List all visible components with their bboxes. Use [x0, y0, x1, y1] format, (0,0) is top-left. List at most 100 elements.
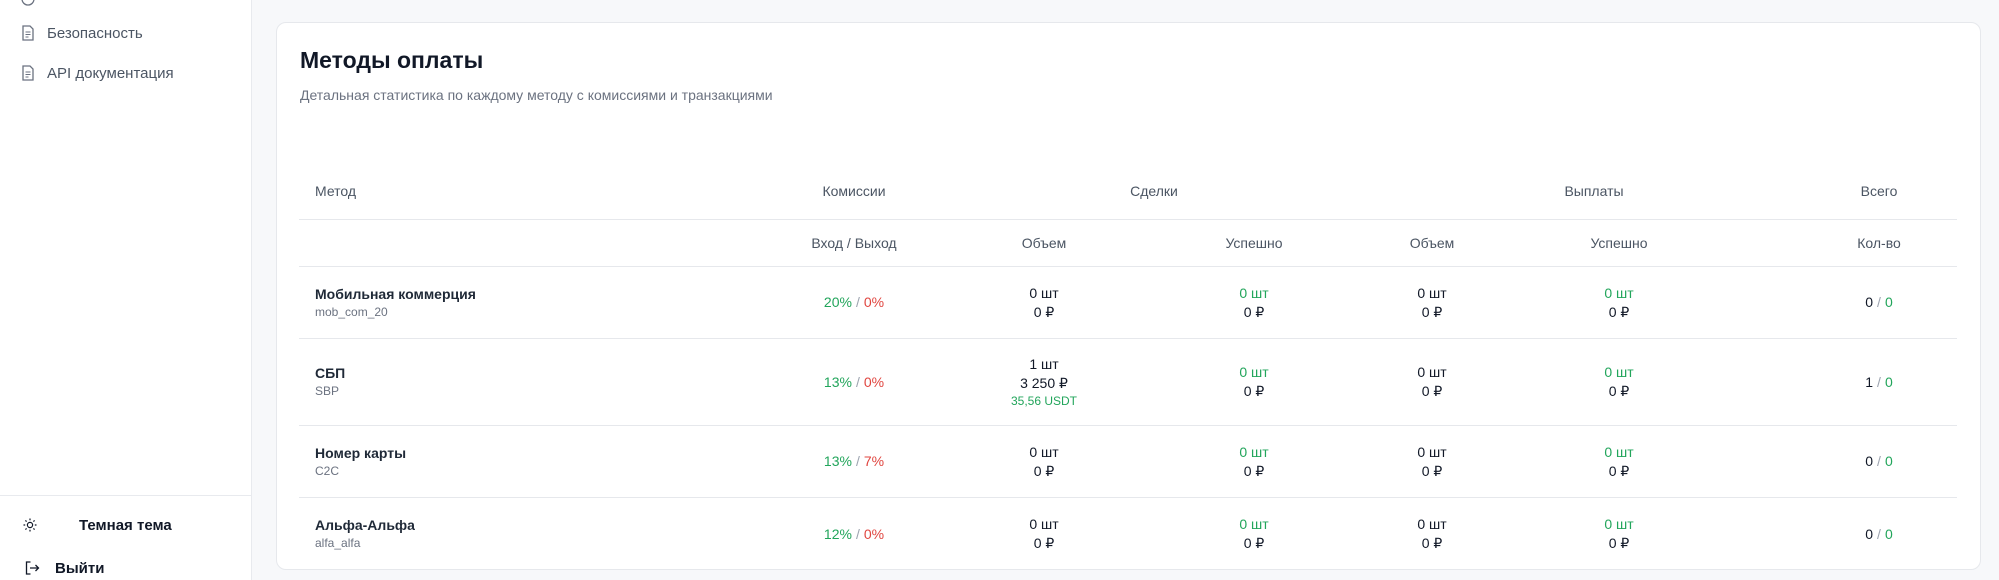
deals-amount: 0 ₽ — [1033, 303, 1055, 320]
total-cell: 0/0 — [1829, 498, 1929, 570]
sidebar-item-api-docs[interactable]: API документация — [20, 60, 174, 86]
fee-separator: / — [855, 373, 860, 390]
deals-success-count: 0 шт — [1239, 284, 1269, 301]
subheader-deals-volume: Объем — [1021, 235, 1067, 251]
payouts-success-amount: 0 ₽ — [1608, 303, 1630, 320]
fees-cell: 12%/0% — [789, 498, 919, 570]
payouts-success-amount: 0 ₽ — [1608, 383, 1630, 399]
deals-success-cell: 0 шт 0 ₽ — [1184, 339, 1324, 425]
deals-success-amount: 0 ₽ — [1243, 383, 1265, 399]
subheader-in-out: Вход / Выход — [811, 235, 897, 251]
deals-success-count: 0 шт — [1239, 516, 1269, 532]
payouts-success-count: 0 шт — [1604, 516, 1634, 532]
method-code: mob_com_20 — [315, 304, 388, 319]
logout-icon — [24, 560, 40, 576]
method-code: SBP — [315, 384, 340, 398]
deals-success-cell: 0 шт 0 ₽ — [1184, 267, 1324, 338]
payouts-success-amount: 0 ₽ — [1608, 462, 1630, 479]
table-header-groups: Метод Комиссии Сделки Выплаты Всего — [299, 163, 1957, 220]
table-row: Мобильная коммерция mob_com_20 20%/0% 0 … — [299, 267, 1957, 339]
method-code: alfa_alfa — [315, 536, 361, 550]
deals-volume-cell: 0 шт 0 ₽ — [974, 498, 1114, 570]
method-code: C2C — [315, 463, 340, 478]
payouts-amount: 0 ₽ — [1421, 462, 1443, 479]
sidebar-item-security[interactable]: Безопасность — [20, 20, 143, 46]
subheader-count: Кол-во — [1857, 235, 1901, 251]
total-a: 1 — [1865, 373, 1874, 390]
deals-success-amount: 0 ₽ — [1243, 535, 1265, 551]
fee-out: 0% — [863, 294, 885, 310]
header-payouts: Выплаты — [1564, 183, 1624, 199]
sidebar-item-label: API документация — [47, 64, 174, 82]
fee-separator: / — [855, 453, 860, 469]
fee-in: 13% — [823, 453, 852, 469]
sidebar-item-partial[interactable] — [20, 0, 47, 12]
deals-volume-cell: 1 шт 3 250 ₽ 35,56 USDT — [974, 339, 1114, 425]
payment-methods-table: Метод Комиссии Сделки Выплаты Всего Вход… — [299, 163, 1957, 570]
method-name: СБП — [315, 365, 346, 381]
deals-success-count: 0 шт — [1239, 364, 1269, 380]
table-subheader: Вход / Выход Объем Успешно Объем Успешно… — [299, 220, 1957, 267]
deals-count: 0 шт — [1029, 443, 1059, 460]
deals-amount: 0 ₽ — [1033, 535, 1055, 551]
fee-in: 13% — [823, 373, 852, 390]
payouts-count: 0 шт — [1417, 364, 1447, 380]
deals-success-count: 0 шт — [1239, 443, 1269, 460]
payouts-success-cell: 0 шт 0 ₽ — [1549, 339, 1689, 425]
deals-count: 1 шт — [1029, 356, 1059, 372]
logout-label: Выйти — [55, 559, 105, 577]
deals-success-cell: 0 шт 0 ₽ — [1184, 498, 1324, 570]
payouts-volume-cell: 0 шт 0 ₽ — [1362, 339, 1502, 425]
payouts-count: 0 шт — [1417, 516, 1447, 532]
total-separator: / — [1877, 453, 1881, 469]
fee-out: 0% — [863, 373, 885, 390]
subheader-payouts-volume: Объем — [1409, 235, 1455, 251]
method-cell: Номер карты C2C — [315, 426, 715, 497]
method-cell: СБП SBP — [315, 339, 715, 425]
deals-success-amount: 0 ₽ — [1243, 303, 1265, 320]
payouts-amount: 0 ₽ — [1421, 535, 1443, 551]
method-name: Альфа-Альфа — [315, 517, 415, 533]
total-cell: 1/0 — [1829, 339, 1929, 425]
page-title: Методы оплаты — [300, 47, 484, 73]
payouts-success-cell: 0 шт 0 ₽ — [1549, 267, 1689, 338]
header-fees: Комиссии — [822, 183, 886, 199]
theme-toggle-button[interactable]: Темная тема — [22, 512, 172, 538]
total-b: 0 — [1884, 373, 1893, 390]
sidebar-item-label: Безопасность — [47, 24, 143, 42]
payouts-success-cell: 0 шт 0 ₽ — [1549, 426, 1689, 497]
payment-methods-card: Методы оплаты Детальная статистика по ка… — [276, 22, 1981, 570]
deals-usdt: 35,56 USDT — [1010, 394, 1078, 408]
deals-count: 0 шт — [1029, 516, 1059, 532]
total-b: 0 — [1884, 453, 1893, 469]
file-icon — [20, 65, 36, 81]
sun-icon — [22, 517, 38, 533]
total-b: 0 — [1884, 525, 1893, 542]
total-separator: / — [1877, 525, 1881, 542]
method-cell: Мобильная коммерция mob_com_20 — [315, 267, 715, 338]
logout-button[interactable]: Выйти — [24, 555, 104, 580]
fee-separator: / — [855, 294, 860, 310]
sidebar-footer: Темная тема Выйти — [0, 495, 251, 577]
deals-volume-cell: 0 шт 0 ₽ — [974, 426, 1114, 497]
total-a: 0 — [1865, 525, 1874, 542]
fee-out: 7% — [863, 453, 885, 469]
fee-in: 12% — [823, 525, 852, 542]
fee-out: 0% — [863, 525, 885, 542]
payouts-volume-cell: 0 шт 0 ₽ — [1362, 498, 1502, 570]
payouts-success-amount: 0 ₽ — [1608, 535, 1630, 551]
info-icon — [20, 0, 36, 7]
subheader-deals-success: Успешно — [1225, 235, 1283, 251]
payouts-success-count: 0 шт — [1604, 284, 1634, 301]
fees-cell: 13%/7% — [789, 426, 919, 497]
payouts-success-cell: 0 шт 0 ₽ — [1549, 498, 1689, 570]
sidebar: Безопасность API документация Темная тем… — [0, 0, 252, 580]
total-separator: / — [1877, 373, 1881, 390]
total-b: 0 — [1884, 294, 1893, 310]
deals-volume-cell: 0 шт 0 ₽ — [974, 267, 1114, 338]
total-a: 0 — [1865, 294, 1874, 310]
table-row: Номер карты C2C 13%/7% 0 шт 0 ₽ 0 шт 0 ₽… — [299, 426, 1957, 498]
deals-success-cell: 0 шт 0 ₽ — [1184, 426, 1324, 497]
deals-success-amount: 0 ₽ — [1243, 462, 1265, 479]
payouts-volume-cell: 0 шт 0 ₽ — [1362, 426, 1502, 497]
